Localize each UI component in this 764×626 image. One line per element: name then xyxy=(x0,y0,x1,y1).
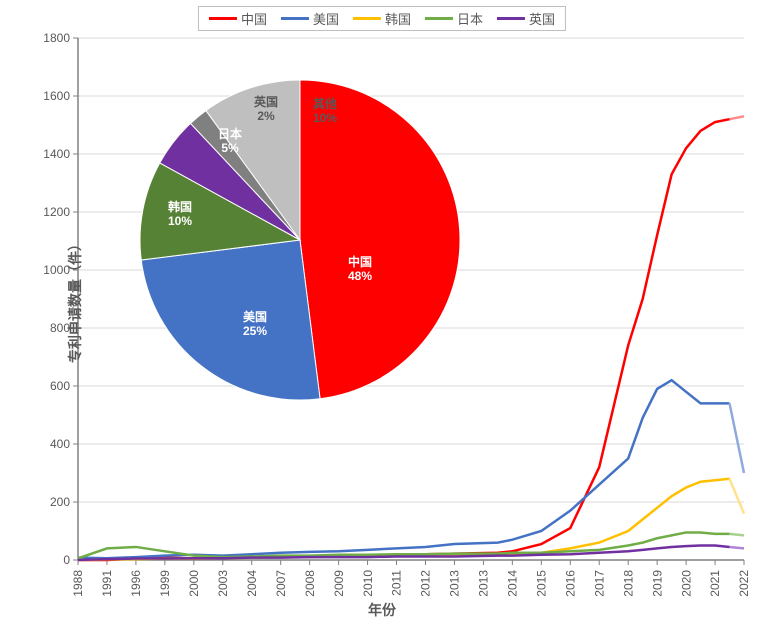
pie-label-日本: 日本5% xyxy=(218,128,242,156)
x-tick-label: 1996 xyxy=(129,570,143,597)
y-tick-label: 1200 xyxy=(43,205,70,219)
line-韩国-fade xyxy=(730,479,744,514)
x-axis-title: 年份 xyxy=(0,600,764,620)
legend-label: 英国 xyxy=(529,9,555,28)
legend: 中国 美国 韩国 日本 英国 xyxy=(198,6,566,31)
line-美国 xyxy=(78,380,730,558)
x-tick-label: 1991 xyxy=(100,570,114,597)
y-axis-title: 专利申请数量（件） xyxy=(65,237,85,363)
pie-label-韩国: 韩国10% xyxy=(168,201,192,229)
y-tick-label: 400 xyxy=(50,437,70,451)
pie-label-美国: 美国25% xyxy=(243,311,267,339)
x-tick-label: 2022 xyxy=(737,570,751,597)
legend-label: 中国 xyxy=(241,9,267,28)
x-tick-label: 2011 xyxy=(390,570,404,596)
x-tick-label: 2007 xyxy=(274,570,288,597)
x-tick-label: 2013 xyxy=(448,570,462,597)
legend-item-美国: 美国 xyxy=(281,9,339,28)
y-tick-label: 600 xyxy=(50,379,70,393)
line-英国-fade xyxy=(730,547,744,548)
legend-swatch xyxy=(209,17,237,20)
x-tick-label: 2008 xyxy=(303,570,317,597)
pie-label-英国: 英国2% xyxy=(254,96,278,124)
line-美国-fade xyxy=(730,403,744,473)
legend-item-英国: 英国 xyxy=(497,9,555,28)
legend-item-韩国: 韩国 xyxy=(353,9,411,28)
legend-swatch xyxy=(425,17,453,20)
y-tick-label: 200 xyxy=(50,495,70,509)
legend-label: 韩国 xyxy=(385,9,411,28)
x-tick-label: 1988 xyxy=(71,570,85,597)
y-tick-label: 0 xyxy=(63,553,70,567)
x-tick-label: 2016 xyxy=(563,570,577,597)
x-tick-label: 2017 xyxy=(592,570,606,597)
x-tick-label: 2010 xyxy=(361,570,375,597)
x-tick-label: 2015 xyxy=(535,570,549,597)
pie-label-中国: 中国48% xyxy=(348,256,372,284)
x-tick-label: 2003 xyxy=(216,570,230,597)
y-tick-label: 1800 xyxy=(43,31,70,45)
x-tick-label: 2020 xyxy=(679,570,693,597)
x-tick-label: 2000 xyxy=(187,570,201,597)
pie-label-其他: 其他10% xyxy=(313,98,337,126)
x-tick-label: 1999 xyxy=(158,570,172,597)
chart-container: 中国 美国 韩国 日本 英国 02004006008001000120014001600… xyxy=(0,0,764,626)
x-tick-label: 2012 xyxy=(419,570,433,597)
legend-label: 美国 xyxy=(313,9,339,28)
legend-swatch xyxy=(497,17,525,20)
legend-item-日本: 日本 xyxy=(425,9,483,28)
y-tick-label: 1400 xyxy=(43,147,70,161)
legend-swatch xyxy=(281,17,309,20)
x-tick-label: 2009 xyxy=(332,570,346,597)
pie-chart xyxy=(140,80,460,400)
pie-slice-美国 xyxy=(141,240,320,400)
pie-slice-中国 xyxy=(300,80,460,399)
chart-canvas: 0200400600800100012001400160018001988199… xyxy=(0,0,764,626)
x-tick-label: 2018 xyxy=(621,570,635,597)
x-tick-label: 2013 xyxy=(477,570,491,597)
line-日本-fade xyxy=(730,534,744,535)
y-tick-label: 1600 xyxy=(43,89,70,103)
x-tick-label: 2014 xyxy=(506,570,520,597)
legend-label: 日本 xyxy=(457,9,483,28)
x-tick-label: 2004 xyxy=(245,570,259,597)
x-tick-label: 2021 xyxy=(708,570,722,597)
x-tick-label: 2019 xyxy=(650,570,664,597)
legend-item-中国: 中国 xyxy=(209,9,267,28)
line-中国-fade xyxy=(730,116,744,119)
legend-swatch xyxy=(353,17,381,20)
